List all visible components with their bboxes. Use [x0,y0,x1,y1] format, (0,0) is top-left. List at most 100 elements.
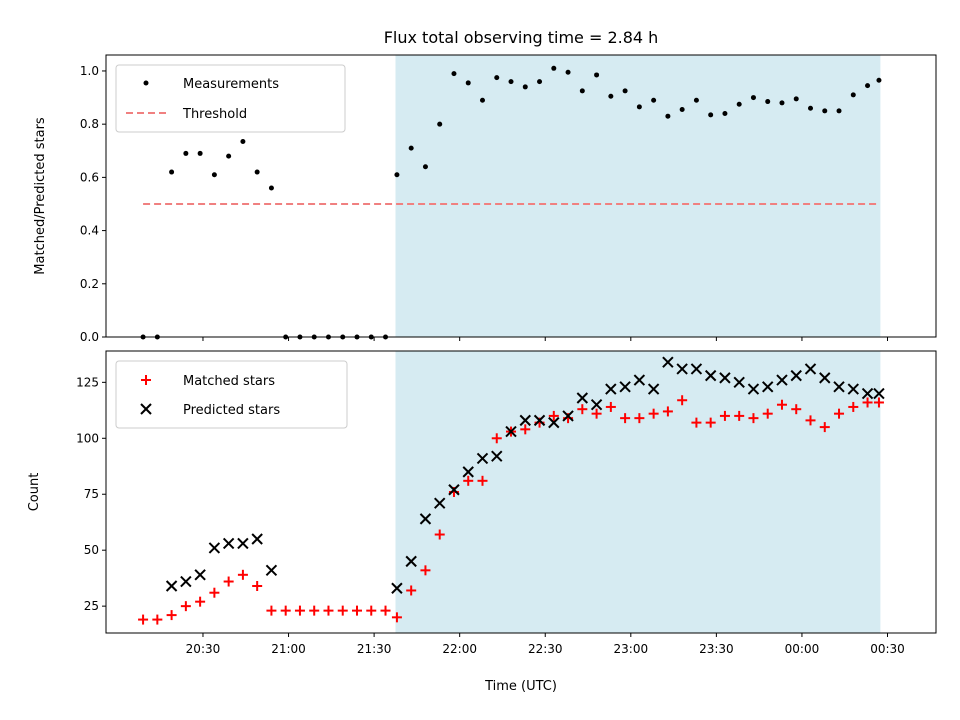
matched-star-point [520,424,531,435]
measurement-point [765,99,771,105]
matched-star-point [420,565,431,576]
measurement-point [197,150,203,156]
predicted-star-point [733,376,745,389]
measurement-point [579,88,585,94]
y-tick-label: 75 [84,487,99,501]
measurement-point [622,88,628,94]
measurement-point [736,101,742,107]
x-axis-label: Time (UTC) [484,679,557,694]
measurement-point [408,145,414,151]
x-tick-label: 23:00 [614,642,649,656]
predicted-star-point [719,372,731,384]
measurement-point [665,113,671,119]
matched-star-point [634,413,645,424]
measurement-point [169,169,175,175]
y-tick-label: 0.4 [80,224,99,238]
chart-title: Flux total observing time = 2.84 h [384,28,659,47]
matched-star-point [873,397,884,408]
measurement-point [465,80,471,86]
predicted-star-point [548,416,560,429]
matched-star-point [719,410,730,421]
predicted-star-point [533,414,546,427]
y-tick-label: 0.8 [80,117,99,131]
matched-star-point [805,415,816,426]
measurement-point [522,84,528,90]
measurement-point [865,83,871,89]
matched-star-point [366,605,377,616]
measurement-point [451,71,457,77]
legend-threshold-label: Threshold [182,107,247,122]
top-y-axis-label: Matched/Predicted stars [33,117,48,275]
measurement-point [808,105,814,111]
predicted-star-point [222,537,235,550]
predicted-star-point [251,533,263,545]
matched-star-point [848,401,859,412]
predicted-star-point [519,414,531,427]
matched-star-point [834,408,845,419]
predicted-star-point [505,425,517,438]
matched-star-point [152,614,163,625]
x-tick-label: 00:00 [785,642,820,656]
measurement-point [779,100,785,106]
bottom-axes-frame [105,350,937,634]
top-legend-box [115,64,346,133]
measurement-point [437,121,443,127]
measurement-point [254,169,260,175]
predicted-star-point [690,363,703,375]
predicted-star-point [434,497,446,509]
y-tick-label: 50 [84,543,99,557]
predicted-star-point [804,363,817,375]
matched-star-point [223,576,234,587]
measurement-point [722,111,728,117]
measurement-point [226,153,232,159]
matched-star-point [620,413,631,424]
legend-measurements-label: Measurements [183,77,279,92]
predicted-star-point [165,580,178,592]
matched-star-point [776,399,787,410]
top-legend: Measurements Threshold [115,64,346,133]
legend-matched-marker [141,375,151,385]
matched-star-point [380,605,391,616]
matched-star-point [434,529,445,540]
measurement-point [268,185,274,191]
matched-star-point [323,605,334,616]
measurement-point [636,104,642,110]
predicted-star-point [861,387,874,400]
legend-predicted-label: Predicted stars [183,403,280,418]
matched-star-point [309,605,320,616]
measurement-point [537,79,543,85]
predicted-star-point [647,383,660,395]
predicted-star-point [633,374,646,386]
measurement-point [708,112,714,118]
matched-star-point [662,406,673,417]
predicted-star-point [237,537,249,550]
matched-star-point [791,404,802,415]
y-tick-label: 125 [76,375,99,389]
measurement-point [679,107,685,113]
matched-star-point [209,587,220,598]
matched-star-point [406,585,417,596]
matched-star-point [166,610,177,621]
matched-star-point [577,404,588,415]
x-tick-label: 20:30 [186,642,221,656]
predicted-star-point [562,410,574,422]
predicted-star-point [405,555,417,568]
measurement-point [594,72,600,78]
predicted-star-point [790,369,802,382]
measurement-point [750,95,756,101]
top-axes-frame [105,54,937,338]
matched-star-point [819,422,830,433]
matched-star-point [195,596,206,607]
matched-star-point [280,605,291,616]
matched-star-point [762,408,773,419]
x-tick-label: 21:30 [357,642,392,656]
predicted-star-point [873,387,885,400]
legend-matched-label: Matched stars [183,374,275,389]
matched-star-point [391,612,402,623]
matched-star-point [180,601,191,612]
matched-star-point [548,410,559,421]
matched-star-point [252,581,263,591]
predicted-star-point [476,452,489,465]
y-tick-label: 25 [84,599,99,613]
